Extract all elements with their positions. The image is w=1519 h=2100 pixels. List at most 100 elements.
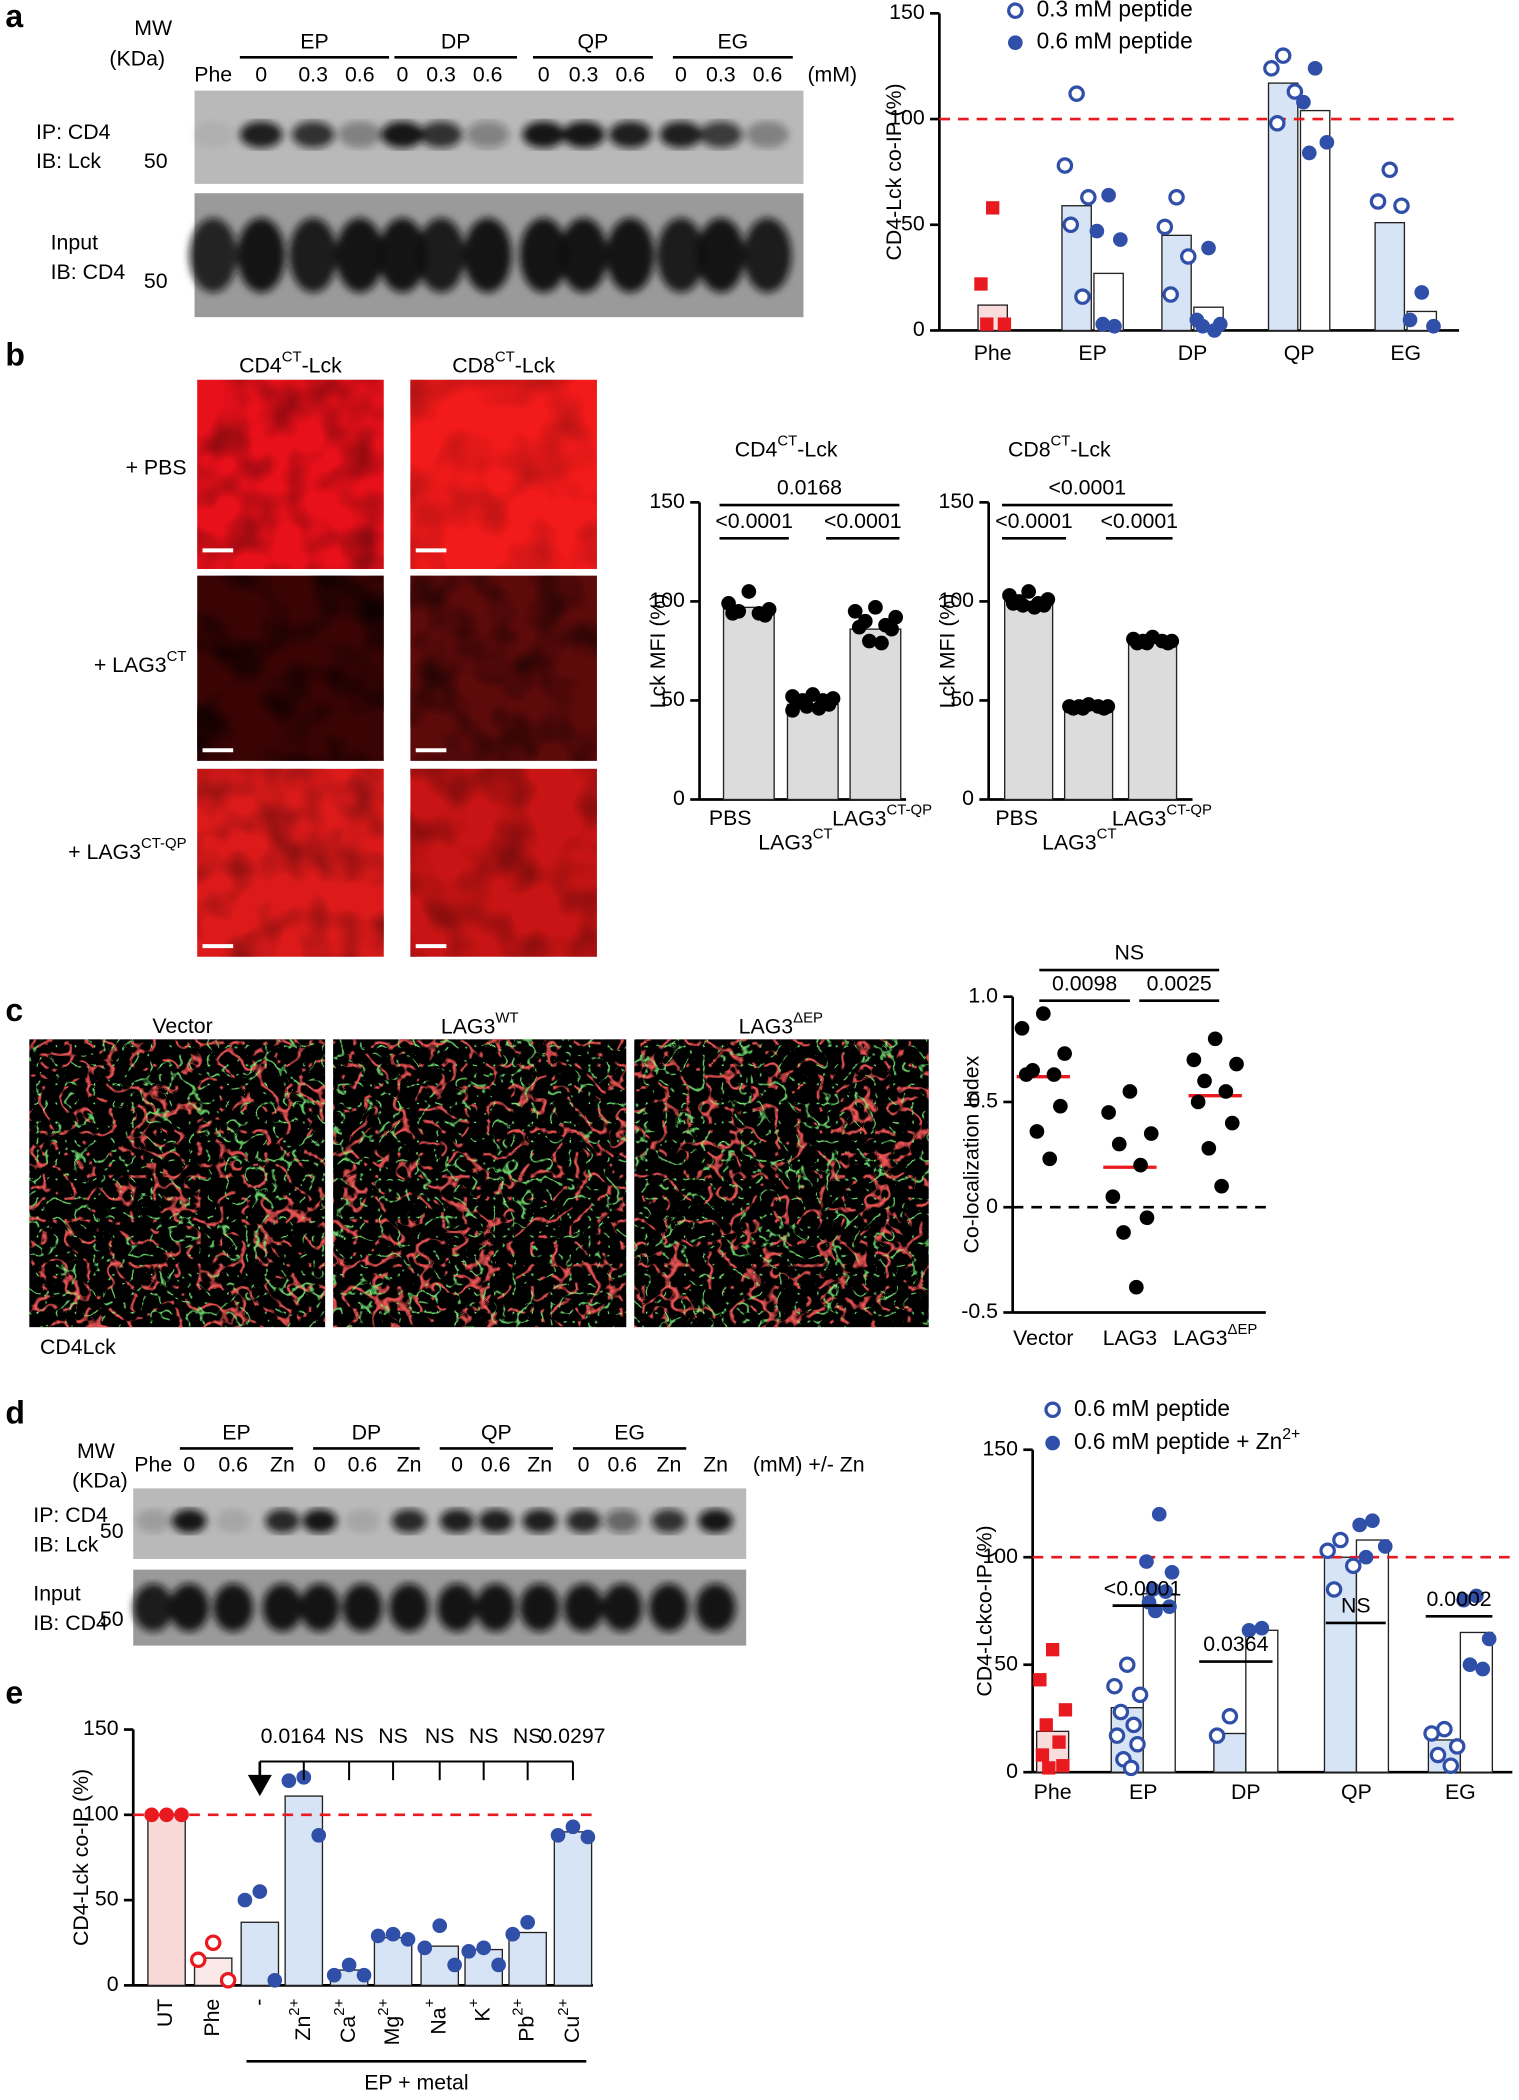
image-column-title-tail: -Lck <box>302 353 343 377</box>
blot-band <box>656 217 705 293</box>
blot-band <box>262 1583 303 1632</box>
legend-marker <box>1045 1435 1060 1451</box>
point <box>741 584 757 599</box>
point <box>1062 216 1080 234</box>
point <box>986 201 1000 215</box>
point <box>1131 1686 1149 1704</box>
x-tick-label: EP <box>1078 341 1106 365</box>
y-tick-label: 100 <box>938 588 974 612</box>
image-row-label-sup: CT-QP <box>141 835 187 852</box>
point <box>1056 1759 1070 1773</box>
blot-lane-label: 0.6 <box>607 1452 637 1476</box>
micrograph <box>29 1039 326 1328</box>
point <box>1274 47 1292 64</box>
blot-row-label: IB: CD4 <box>51 260 126 284</box>
y-axis-label: Lck MFI (%) <box>935 594 959 709</box>
point <box>1469 1588 1484 1604</box>
chart-title-base: CD8 <box>1008 437 1051 461</box>
point <box>1125 1716 1142 1734</box>
blot-lane-label: 0.3 <box>569 63 599 87</box>
blot-lane-label: Zn <box>397 1452 422 1476</box>
blot-group-label: DP <box>441 29 471 53</box>
point <box>1116 1225 1131 1240</box>
blot-band <box>135 1509 171 1534</box>
legend-label: 0.3 mM peptide <box>1037 0 1193 22</box>
significance-label: 0.0164 <box>261 1724 326 1748</box>
blot-kda-label: (KDa) <box>72 1468 128 1492</box>
point <box>432 1918 448 1934</box>
image-column-title-sup: CT <box>495 349 515 366</box>
blot-lane-label: 0 <box>451 1452 463 1476</box>
blot-band <box>522 121 565 148</box>
x-tick-label: LAG3CT-QP <box>1112 802 1212 830</box>
point <box>1151 1506 1167 1522</box>
point <box>874 635 889 651</box>
images-b <box>197 379 597 957</box>
blot-band <box>169 1583 210 1632</box>
blot-band <box>345 1509 380 1534</box>
point <box>505 1926 521 1942</box>
blot-lane-label: 0.6 <box>218 1452 248 1476</box>
bar <box>1245 1629 1279 1773</box>
blot-band <box>695 1583 736 1632</box>
image-title-base: LAG3 <box>739 1014 793 1038</box>
x-tick-label: UT <box>153 1999 177 2027</box>
micrograph-texture <box>410 575 597 761</box>
legend-name: 0.6 mM peptide <box>1037 28 1193 54</box>
blot-band <box>699 121 743 148</box>
blot-band <box>648 1583 689 1632</box>
blot-band <box>381 121 424 148</box>
bar <box>508 1931 547 1987</box>
x-tick-label: Vector <box>1013 1326 1073 1350</box>
point <box>1456 1592 1471 1608</box>
point <box>190 1951 207 1969</box>
point <box>1365 1513 1380 1529</box>
point <box>385 1926 401 1942</box>
x-tick-label: DP <box>1231 1780 1261 1804</box>
blot-band <box>389 1583 430 1632</box>
point <box>1105 1189 1121 1205</box>
point <box>799 699 815 714</box>
blot-row-label: IB: Lck <box>33 1532 98 1556</box>
y-axis-label: Lck MFI (%) <box>646 594 670 709</box>
x-tick-label-sup: CT <box>1097 826 1117 843</box>
point <box>725 605 740 621</box>
point <box>1160 635 1176 651</box>
blot-bands <box>191 121 789 148</box>
significance-label: 0.0168 <box>777 476 842 500</box>
blot-band <box>191 121 235 148</box>
bar <box>1374 221 1406 332</box>
point <box>997 317 1012 331</box>
point <box>1190 1094 1206 1110</box>
chart-title-base: CD4 <box>735 437 778 461</box>
legend-marker <box>1007 2 1024 19</box>
point <box>1208 1727 1226 1744</box>
point <box>1053 1098 1068 1114</box>
x-tick-label: QP <box>1341 1780 1372 1804</box>
bar <box>1459 1631 1494 1773</box>
x-tick-label-sup: CT-QP <box>1166 802 1212 819</box>
significance-label: <0.0001 <box>995 509 1073 533</box>
significance-label: <0.0001 <box>824 509 902 533</box>
point <box>1158 1584 1173 1599</box>
blot-band <box>562 121 605 148</box>
legend-name: 0.3 mM peptide <box>1037 0 1193 22</box>
blot-band <box>239 121 283 148</box>
blot-bands <box>135 1509 733 1534</box>
point <box>1377 1539 1393 1554</box>
point <box>1074 288 1091 305</box>
point <box>1180 248 1197 265</box>
point <box>565 1819 581 1835</box>
point <box>1296 94 1311 110</box>
image-row-label-sup: CT <box>167 649 187 666</box>
blot-row-label: IP: CD4 <box>33 1503 108 1527</box>
x-tick-label-base: Na <box>426 2007 450 2034</box>
blot-band <box>299 1583 340 1632</box>
x-tick-label-sup: 2+ <box>376 1999 393 2016</box>
point <box>520 1914 535 1930</box>
point <box>1039 1718 1053 1732</box>
point <box>1101 1105 1116 1120</box>
micrograph-texture <box>410 379 597 569</box>
blot-mw-marker: 50 <box>100 1519 124 1543</box>
point <box>580 1829 596 1845</box>
